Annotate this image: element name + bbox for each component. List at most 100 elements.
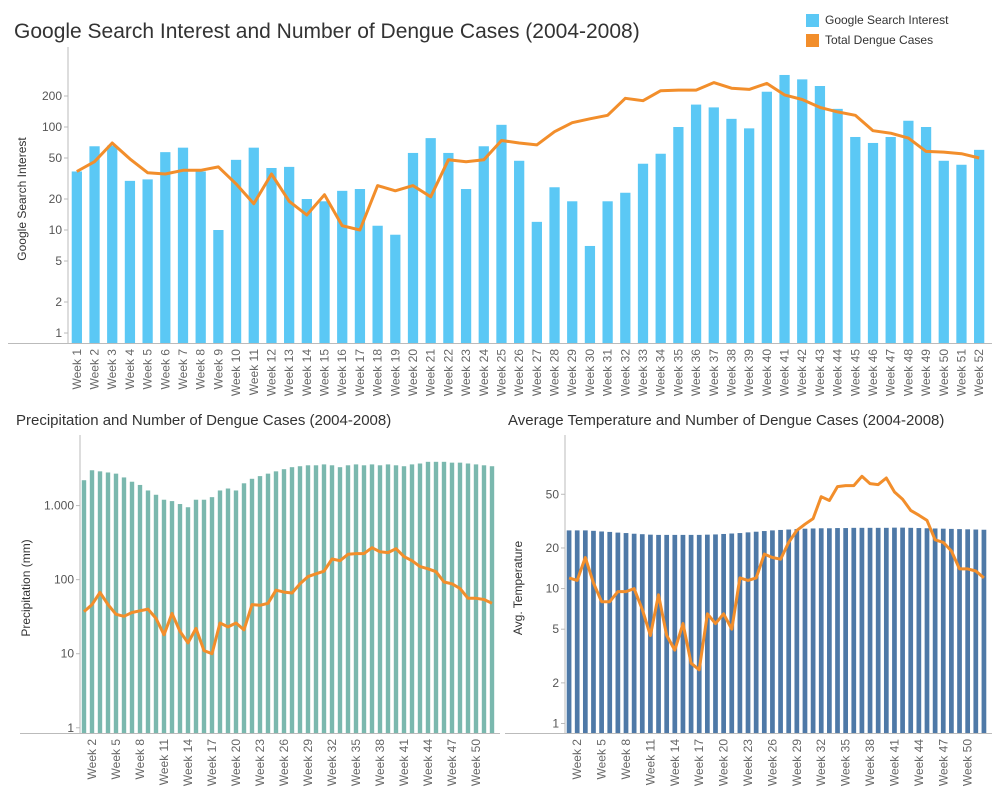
temp-bar[interactable]: [737, 533, 743, 733]
top-bar[interactable]: [478, 146, 489, 343]
temp-bar[interactable]: [965, 529, 971, 733]
temp-bar[interactable]: [940, 528, 946, 733]
precip-bar[interactable]: [409, 464, 415, 733]
precip-bar[interactable]: [137, 484, 143, 733]
top-bar[interactable]: [213, 230, 224, 343]
temp-bar[interactable]: [827, 528, 832, 733]
temp-bar[interactable]: [574, 530, 580, 733]
top-bar[interactable]: [637, 163, 649, 343]
precip-bar[interactable]: [489, 466, 495, 733]
precip-bar[interactable]: [225, 488, 231, 733]
precip-bar[interactable]: [153, 494, 159, 733]
top-bar[interactable]: [655, 153, 666, 343]
top-bar[interactable]: [195, 171, 206, 343]
precip-bar[interactable]: [385, 464, 391, 733]
temp-bar[interactable]: [704, 534, 710, 733]
top-bar[interactable]: [832, 108, 843, 343]
top-bar[interactable]: [460, 189, 472, 343]
top-bar[interactable]: [124, 180, 136, 343]
precip-bar[interactable]: [329, 465, 335, 733]
temp-bar[interactable]: [875, 527, 881, 733]
temp-bar[interactable]: [916, 528, 922, 733]
precip-bar[interactable]: [369, 464, 375, 733]
temp-bar[interactable]: [932, 528, 938, 733]
temp-bar[interactable]: [957, 529, 962, 733]
temp-bar[interactable]: [753, 531, 759, 733]
top-bar[interactable]: [248, 147, 259, 343]
temp-bar[interactable]: [786, 529, 792, 733]
top-bar[interactable]: [779, 74, 790, 343]
precip-bar[interactable]: [345, 465, 351, 733]
top-bar[interactable]: [284, 166, 295, 343]
precip-bar[interactable]: [305, 465, 311, 733]
precip-bar[interactable]: [321, 464, 327, 733]
top-bar[interactable]: [107, 145, 118, 343]
top-bar[interactable]: [496, 124, 507, 343]
legend-item-search-interest[interactable]: Google Search Interest: [806, 10, 948, 30]
precip-bar[interactable]: [89, 470, 95, 733]
top-bar[interactable]: [443, 152, 454, 343]
precip-bar[interactable]: [241, 483, 247, 733]
top-bar[interactable]: [814, 86, 826, 343]
temp-bar[interactable]: [672, 534, 678, 733]
temp-bar[interactable]: [924, 528, 930, 733]
precip-bar[interactable]: [441, 461, 447, 733]
temp-bar[interactable]: [713, 534, 718, 733]
top-bar[interactable]: [708, 107, 719, 343]
temp-bar[interactable]: [566, 530, 572, 733]
top-dengue-line[interactable]: [76, 81, 980, 232]
precip-bar[interactable]: [121, 477, 127, 733]
top-bar[interactable]: [354, 189, 366, 343]
top-bar[interactable]: [903, 120, 914, 344]
top-bar[interactable]: [407, 152, 419, 343]
top-bar[interactable]: [514, 160, 525, 343]
top-bar[interactable]: [690, 104, 702, 343]
top-bar[interactable]: [266, 167, 277, 343]
precip-bar[interactable]: [337, 467, 343, 733]
precip-bar[interactable]: [201, 499, 207, 733]
temp-bar[interactable]: [729, 533, 735, 733]
top-bar[interactable]: [850, 136, 861, 343]
precip-bar[interactable]: [193, 499, 199, 733]
temp-bar[interactable]: [883, 527, 889, 733]
precip-bar[interactable]: [393, 465, 399, 733]
temp-bar[interactable]: [745, 532, 751, 733]
temp-bar[interactable]: [631, 533, 637, 733]
top-bar[interactable]: [602, 201, 613, 343]
precip-bar[interactable]: [233, 490, 239, 733]
temp-bar[interactable]: [794, 529, 800, 733]
temp-bar[interactable]: [770, 530, 775, 733]
top-bar[interactable]: [319, 201, 330, 343]
top-bar[interactable]: [885, 136, 896, 343]
precip-bar[interactable]: [377, 465, 383, 733]
top-bar[interactable]: [89, 146, 100, 343]
temp-bar[interactable]: [680, 534, 686, 733]
top-bar[interactable]: [301, 199, 312, 343]
precip-bar[interactable]: [185, 507, 191, 733]
temp-bar[interactable]: [623, 533, 629, 733]
top-bar[interactable]: [230, 159, 242, 343]
precip-bar[interactable]: [417, 463, 423, 733]
top-bar[interactable]: [867, 142, 879, 343]
temp-bar[interactable]: [835, 528, 840, 733]
precip-bar[interactable]: [129, 481, 135, 733]
temp-bar[interactable]: [696, 534, 702, 733]
temp-bar[interactable]: [582, 530, 588, 733]
top-bar[interactable]: [549, 187, 560, 343]
temp-bar[interactable]: [908, 527, 914, 733]
precip-bar[interactable]: [361, 465, 367, 733]
precip-bar[interactable]: [145, 490, 151, 733]
temp-bar[interactable]: [761, 531, 767, 733]
precip-bar[interactable]: [433, 461, 439, 733]
legend[interactable]: Google Search Interest Total Dengue Case…: [806, 10, 948, 50]
top-bar[interactable]: [938, 160, 949, 343]
precip-bar[interactable]: [457, 462, 463, 733]
temp-bar[interactable]: [599, 531, 604, 733]
temp-bar[interactable]: [615, 532, 621, 733]
temp-bar[interactable]: [607, 531, 613, 733]
temp-bar[interactable]: [591, 530, 596, 733]
temp-bar[interactable]: [721, 533, 726, 733]
temp-bar[interactable]: [778, 529, 783, 733]
temp-bar[interactable]: [851, 527, 857, 733]
top-bar[interactable]: [531, 221, 542, 343]
